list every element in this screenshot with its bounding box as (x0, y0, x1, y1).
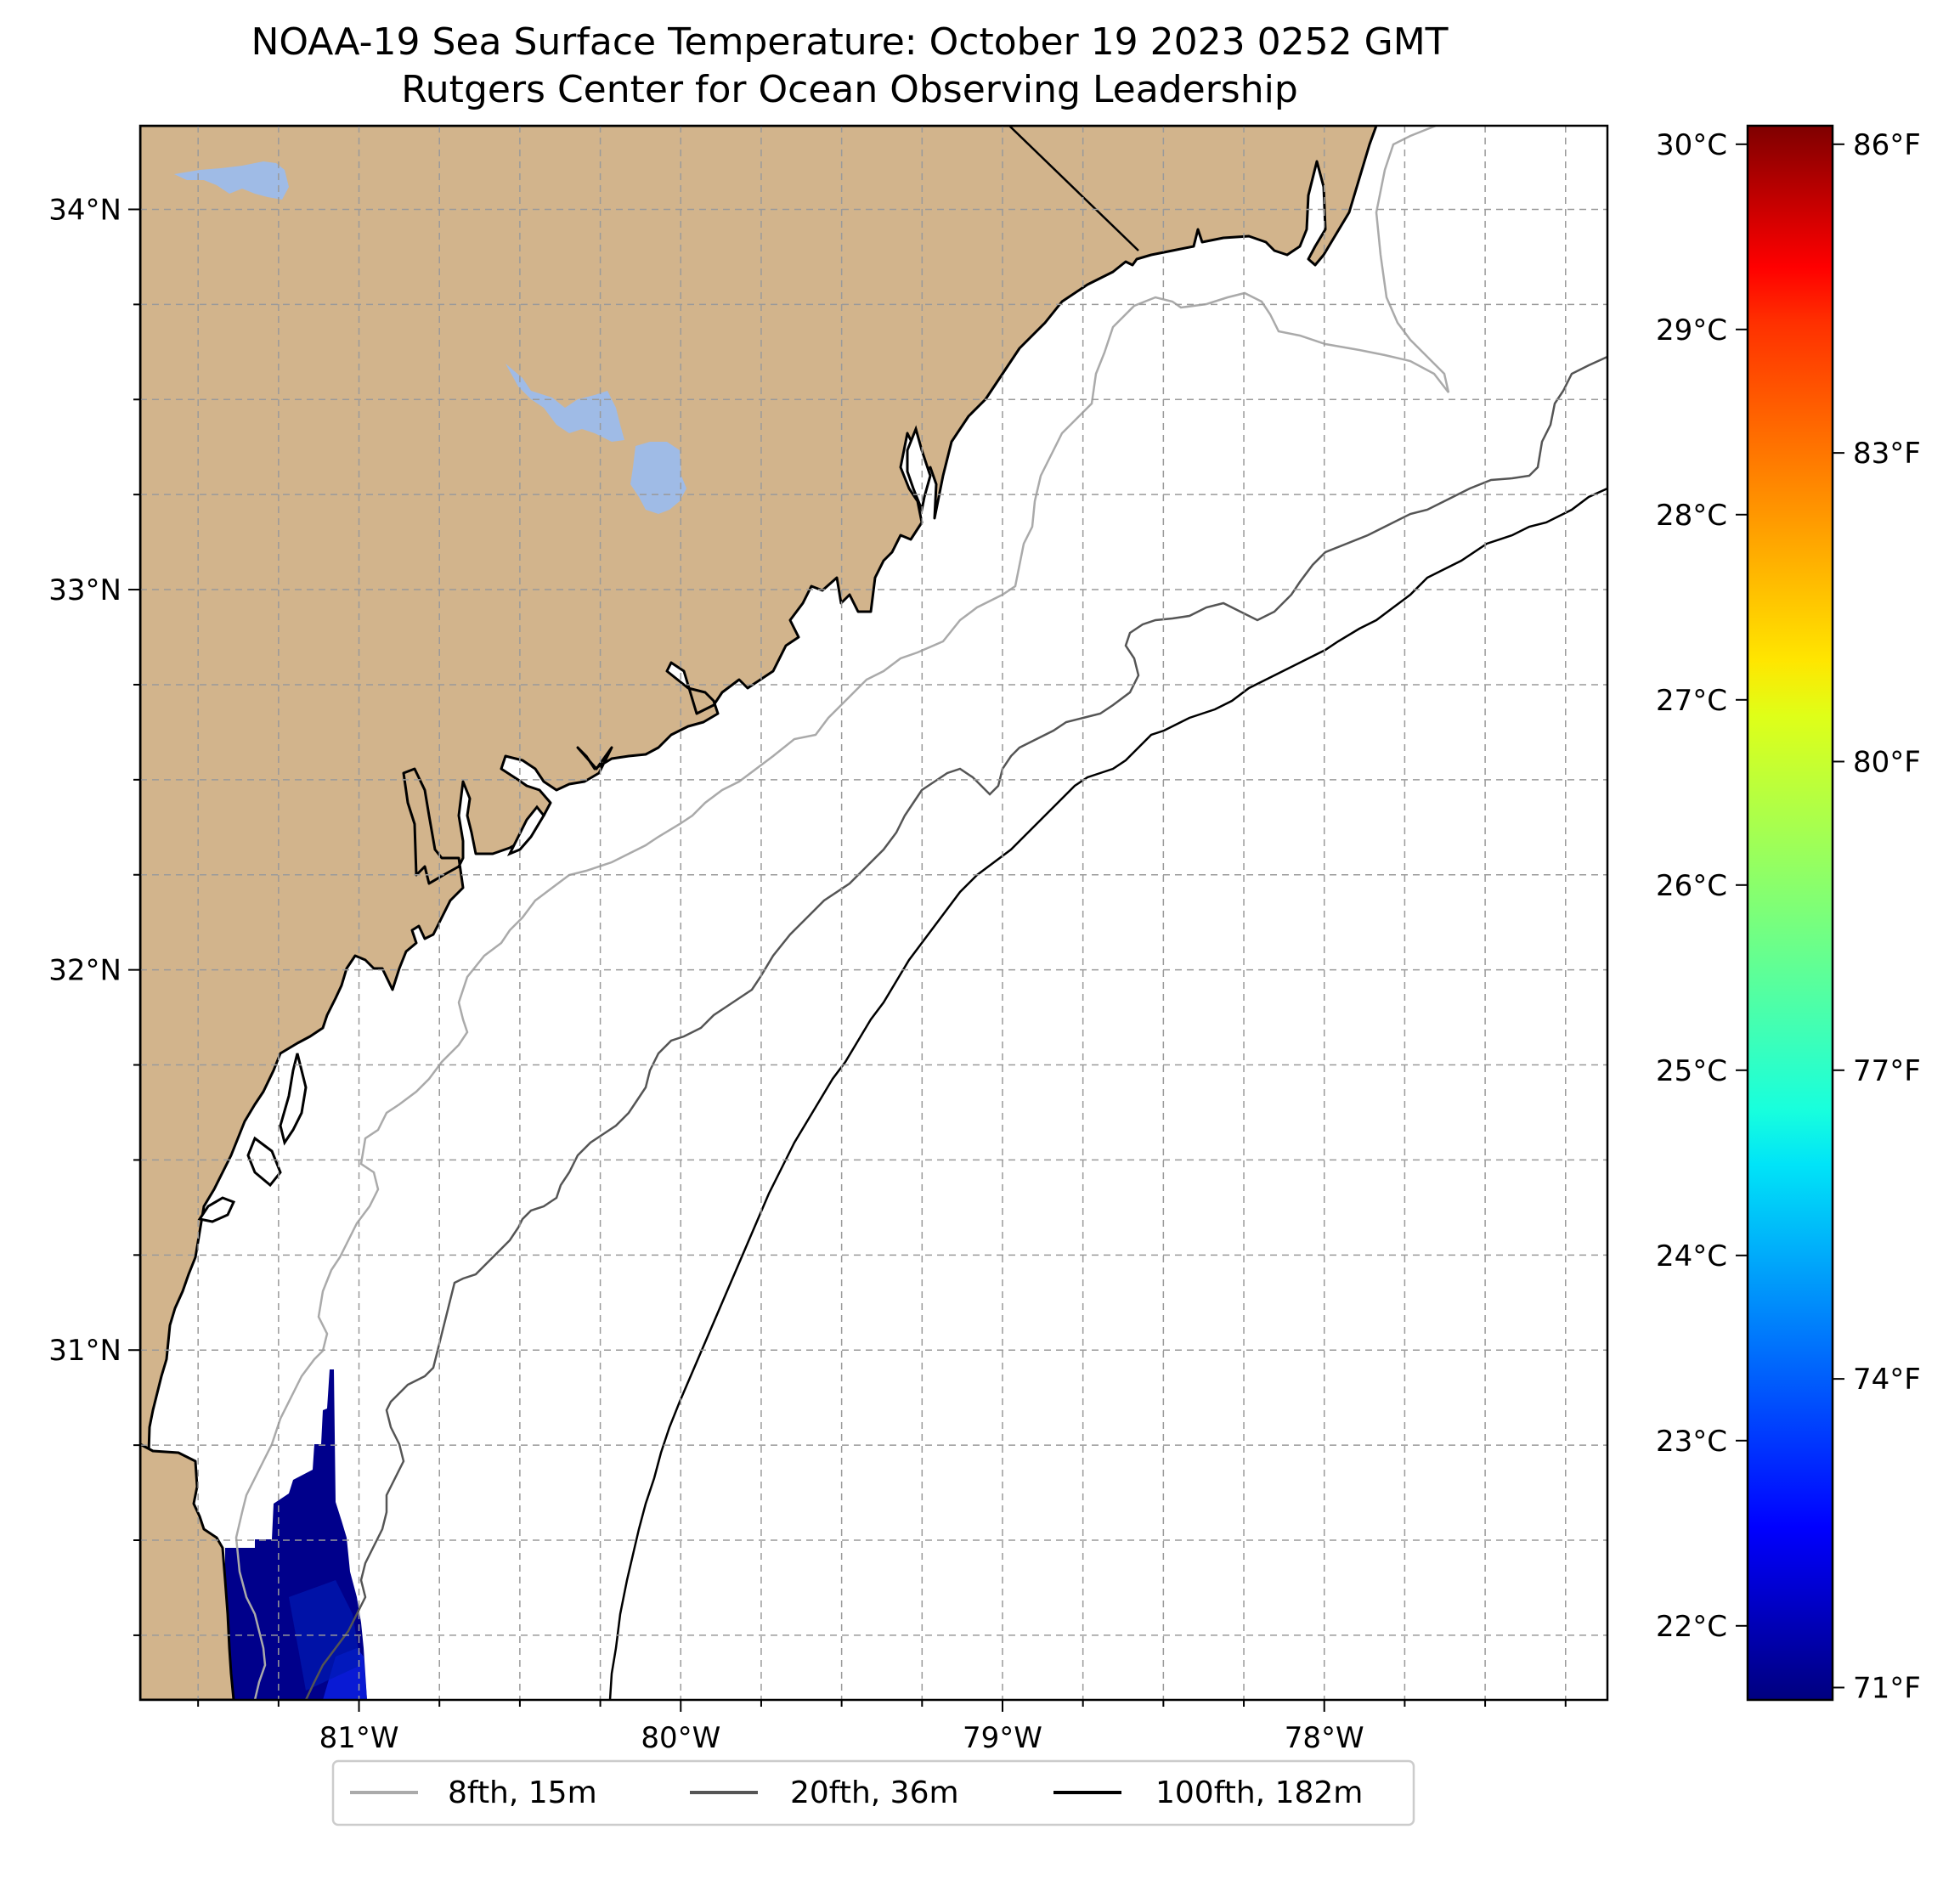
cb-fahrenheit-label: 77°F (1853, 1054, 1921, 1088)
land-mass-south (140, 1442, 235, 1700)
map-frame (138, 124, 1609, 1702)
colorbar-celsius-ticks: 30°C 29°C 28°C 27°C 26°C 25°C 24°C 23°C 22°C (1656, 128, 1748, 1644)
sound-inlet-1 (906, 425, 932, 515)
lon-axis: 81°W 80°W 79°W 78°W (197, 1700, 1567, 1755)
legend-label-100fth: 100fth, 182m (1155, 1776, 1363, 1810)
legend-label-8fth: 8fth, 15m (448, 1776, 597, 1810)
legend-label-20fth: 20fth, 36m (790, 1776, 959, 1810)
legend: 8fth, 15m 20fth, 36m 100fth, 182m (331, 1759, 1415, 1826)
isobath-8fth (234, 126, 1450, 1700)
lake-nc (174, 161, 289, 200)
colorbar-fahrenheit-ticks: 86°F 83°F 80°F 77°F 74°F 71°F (1833, 128, 1921, 1705)
cb-celsius-label: 22°C (1656, 1610, 1727, 1644)
lake-marion (506, 364, 624, 442)
sound-inlet-2 (506, 805, 545, 856)
legend-box (331, 1759, 1415, 1826)
cb-celsius-label: 24°C (1656, 1239, 1727, 1273)
cb-fahrenheit-label: 86°F (1853, 128, 1921, 162)
lon-tick-label: 79°W (963, 1721, 1042, 1755)
state-border (1008, 126, 1139, 251)
lat-tick-label: 31°N (48, 1334, 121, 1368)
sound-inlet-4 (197, 1196, 236, 1223)
lon-tick-label: 78°W (1285, 1721, 1364, 1755)
colorbar-gradient (1748, 126, 1833, 1700)
cb-celsius-label: 28°C (1656, 499, 1727, 533)
cb-fahrenheit-label: 71°F (1853, 1671, 1921, 1705)
lake-moultrie (630, 442, 686, 514)
isobath-100fth (608, 487, 1607, 1700)
land-mass (140, 126, 1378, 1463)
lat-tick-label: 34°N (48, 193, 121, 227)
lat-tick-label: 33°N (48, 573, 121, 607)
cb-fahrenheit-label: 74°F (1853, 1363, 1921, 1397)
map-panel (140, 126, 1607, 1700)
cb-celsius-label: 26°C (1656, 869, 1727, 903)
lat-axis: 34°N 33°N 32°N 31°N (48, 193, 140, 1636)
cb-fahrenheit-label: 80°F (1853, 745, 1921, 779)
cb-celsius-label: 27°C (1656, 684, 1727, 718)
sound-inlet-5 (246, 1136, 282, 1188)
cb-celsius-label: 29°C (1656, 313, 1727, 347)
lat-tick-label: 32°N (48, 954, 121, 988)
colorbar-frame (1746, 124, 1834, 1702)
sound-inlet-3 (279, 1053, 308, 1146)
lon-tick-label: 80°W (641, 1721, 720, 1755)
gridlines (140, 126, 1607, 1700)
map-title-line2: Rutgers Center for Ocean Observing Leade… (401, 68, 1298, 111)
lon-tick-label: 81°W (319, 1721, 399, 1755)
cb-celsius-label: 25°C (1656, 1054, 1727, 1088)
cb-celsius-label: 23°C (1656, 1425, 1727, 1459)
cb-fahrenheit-label: 83°F (1853, 437, 1921, 471)
cb-celsius-label: 30°C (1656, 128, 1727, 162)
isobath-20fth (304, 355, 1607, 1700)
map-title-line1: NOAA-19 Sea Surface Temperature: October… (251, 20, 1448, 64)
